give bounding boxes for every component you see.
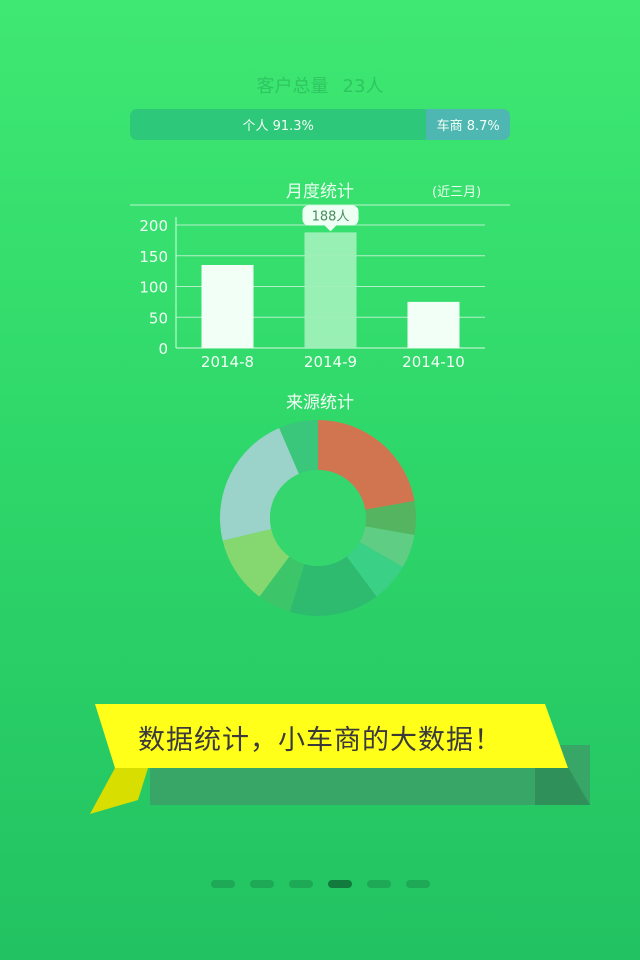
- bar-tooltip-pointer: [324, 225, 337, 232]
- page-dot[interactable]: [405, 880, 430, 888]
- y-tick-label: 100: [139, 279, 168, 297]
- slogan-text: 数据统计，小车商的大数据！: [138, 725, 502, 756]
- y-tick-label: 200: [139, 217, 168, 235]
- x-tick-label: 2014-10: [402, 353, 465, 371]
- summary-title: 客户总量 23人: [0, 72, 640, 98]
- page-dot[interactable]: [366, 880, 391, 888]
- donut-segment-7: [220, 428, 299, 541]
- page-dot[interactable]: [327, 880, 352, 888]
- monthly-bar-chart: 0 50 100 150 200 2014-8 2014-9 188人 2014-10: [130, 204, 510, 371]
- donut-segment-5: [259, 556, 305, 612]
- donut-segment-2: [359, 526, 415, 567]
- source-donut-chart: [220, 420, 416, 616]
- donut-segment-6: [222, 529, 290, 597]
- donut-segment-0: [318, 420, 415, 510]
- bar-2014-8: [201, 264, 254, 348]
- x-tick-label: 2014-9: [304, 353, 357, 371]
- page-dot[interactable]: [249, 880, 274, 888]
- source-stats-title: 来源统计: [286, 393, 354, 413]
- donut-segment-1: [365, 500, 416, 536]
- y-tick-label: 0: [158, 340, 168, 358]
- bar-tooltip-box: [302, 205, 359, 226]
- donut-center: [270, 470, 366, 566]
- customer-ratio-bar: 个人 91.3% 车商 8.7%: [130, 109, 510, 140]
- donut-segment-4: [289, 556, 377, 616]
- y-tick-label: 50: [149, 309, 168, 327]
- donut-segment-3: [346, 542, 403, 597]
- bar-tooltip-label: 188人: [312, 209, 350, 224]
- y-tick-label: 150: [139, 248, 168, 266]
- monthly-stats-title: 月度统计: [286, 182, 354, 202]
- ratio-dealer-segment: 车商 8.7%: [426, 109, 510, 140]
- page-dot[interactable]: [288, 880, 313, 888]
- page-dot[interactable]: [210, 880, 235, 888]
- ratio-personal-segment: 个人 91.3%: [130, 109, 427, 140]
- x-tick-label: 2014-8: [201, 353, 254, 371]
- bar-2014-9: [304, 232, 357, 348]
- monthly-stats-note: (近三月): [432, 185, 482, 200]
- page-indicator: [0, 880, 640, 888]
- donut-segment-8: [279, 420, 318, 474]
- bar-2014-10: [407, 301, 460, 348]
- summary-title-label: 客户总量: [256, 76, 329, 97]
- summary-count: 23人: [342, 76, 384, 97]
- slogan-banner: [90, 704, 590, 814]
